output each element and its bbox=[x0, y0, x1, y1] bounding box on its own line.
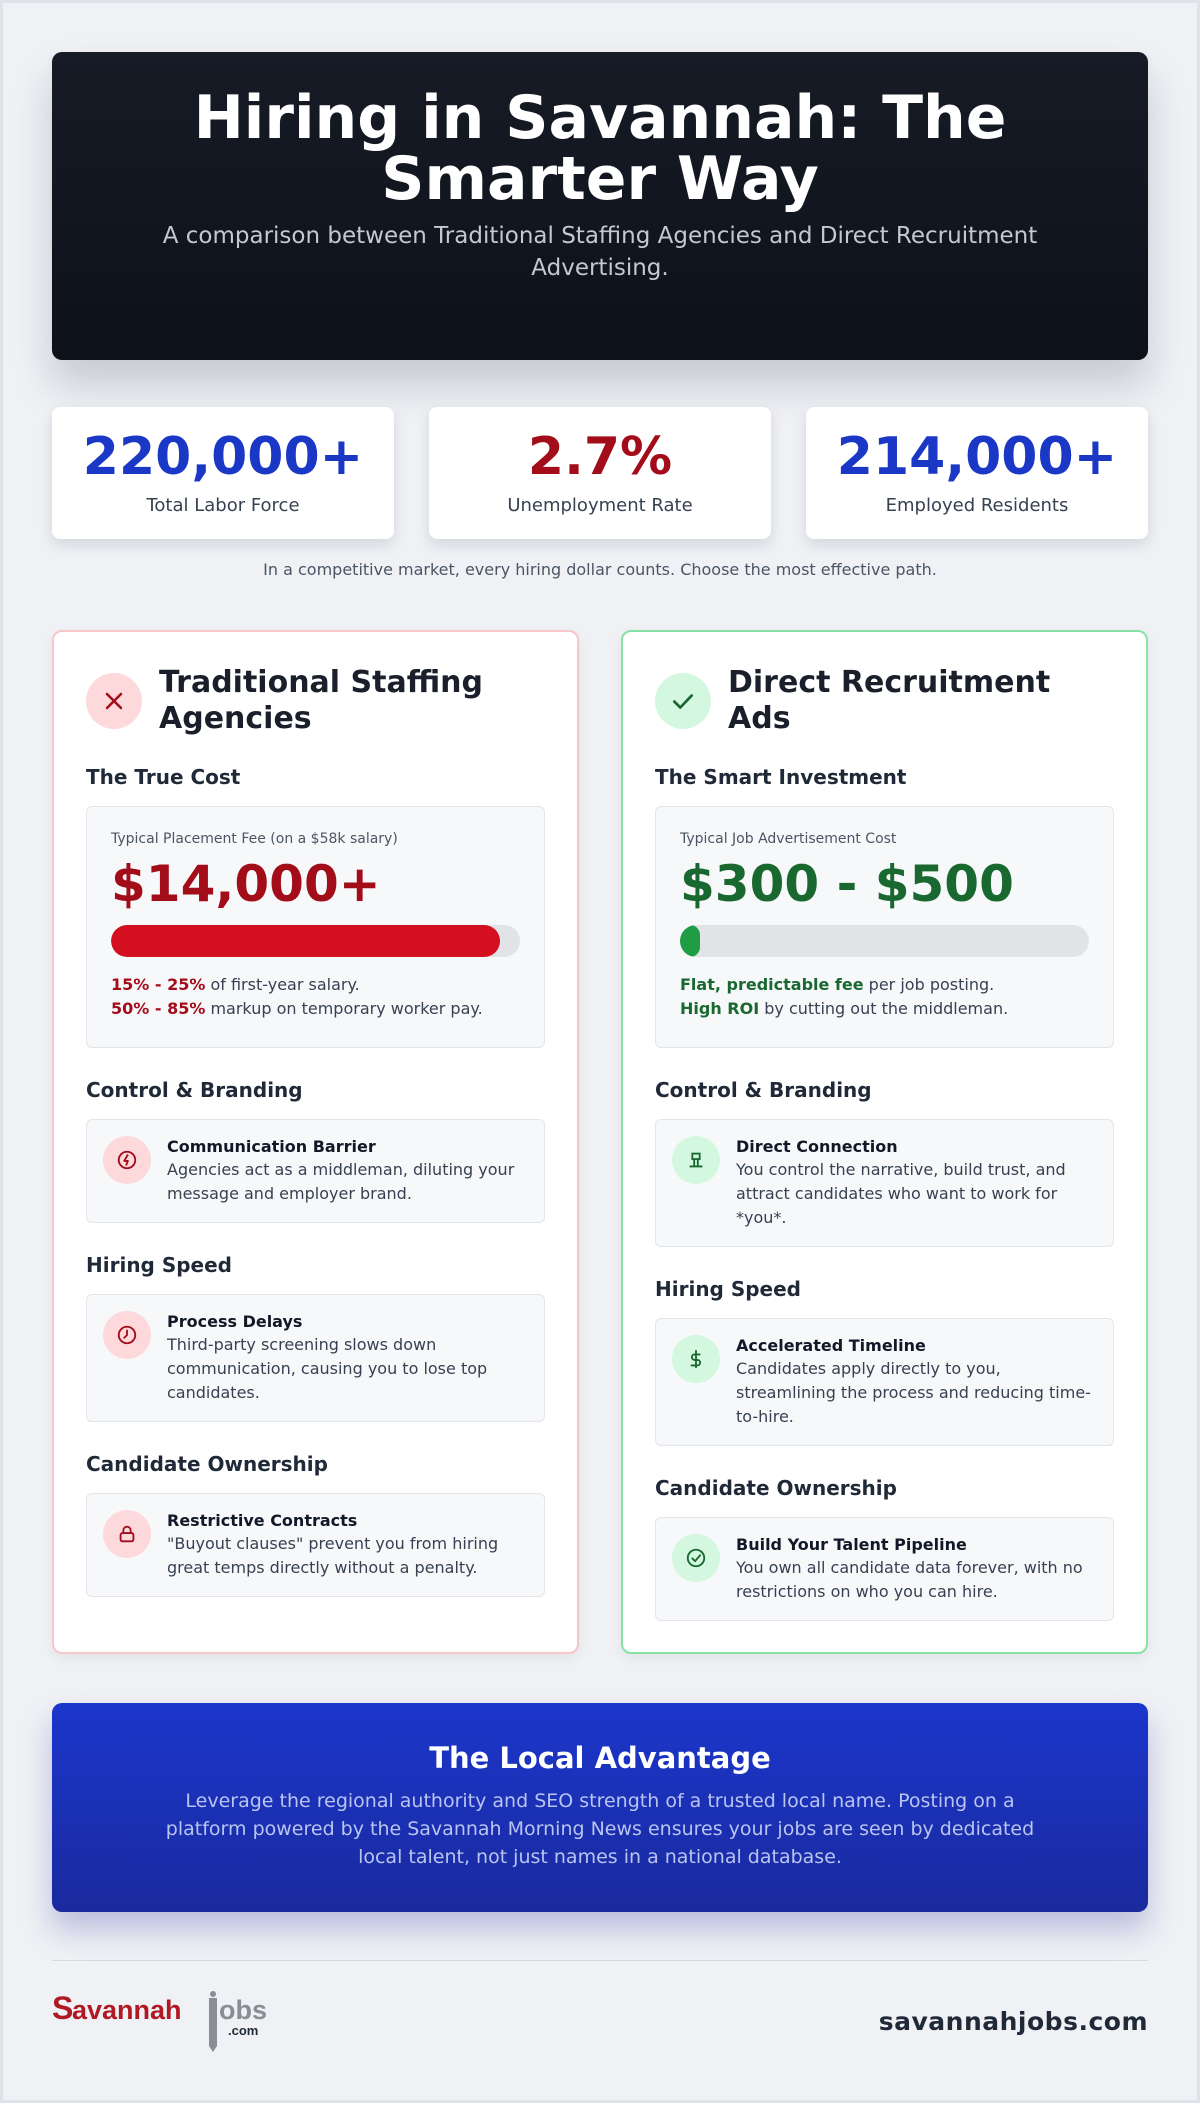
lock-icon bbox=[103, 1510, 151, 1558]
feature-item: Restrictive Contracts "Buyout clauses" p… bbox=[86, 1493, 545, 1597]
cost-text: per job posting. bbox=[863, 975, 995, 994]
svg-text:obs: obs bbox=[219, 1995, 267, 2025]
stat-value: 2.7% bbox=[527, 427, 673, 487]
local-advantage-text: Leverage the regional authority and SEO … bbox=[165, 1790, 1035, 1868]
cost-bar bbox=[111, 925, 520, 957]
footer-site-link[interactable]: savannahjobs.com bbox=[878, 2007, 1148, 2036]
feature-desc: You own all candidate data forever, with… bbox=[736, 1558, 1083, 1601]
section-heading: Candidate Ownership bbox=[655, 1476, 897, 1500]
cost-caption: Typical Placement Fee (on a $58k salary) bbox=[111, 831, 398, 847]
footer-divider bbox=[52, 1960, 1148, 1961]
feature-item: Direct Connection You control the narrat… bbox=[655, 1119, 1114, 1247]
section-heading: Hiring Speed bbox=[86, 1253, 232, 1277]
stats-row: 220,000+ Total Labor Force 2.7% Unemploy… bbox=[52, 407, 1148, 539]
feature-item: Communication Barrier Agencies act as a … bbox=[86, 1119, 545, 1223]
feature-item: Build Your Talent Pipeline You own all c… bbox=[655, 1517, 1114, 1621]
cost-value: $14,000+ bbox=[111, 855, 381, 913]
stat-card-labor-force: 220,000+ Total Labor Force bbox=[52, 407, 394, 539]
stat-label: Employed Residents bbox=[885, 495, 1069, 516]
feature-title: Restrictive Contracts bbox=[167, 1511, 358, 1530]
cost-bar bbox=[680, 925, 1089, 957]
section-heading: The Smart Investment bbox=[655, 765, 907, 789]
page-subtitle: A comparison between Traditional Staffin… bbox=[162, 223, 1038, 281]
feature-title: Accelerated Timeline bbox=[736, 1336, 926, 1355]
svg-text:S: S bbox=[52, 1990, 73, 2026]
svg-text:avannah: avannah bbox=[72, 1995, 182, 2025]
stat-card-employed: 214,000+ Employed Residents bbox=[806, 407, 1148, 539]
check-circle-icon bbox=[672, 1534, 720, 1582]
traditional-agencies-column: Traditional Staffing Agencies The True C… bbox=[52, 630, 579, 1654]
cost-highlight: 15% - 25% bbox=[111, 975, 206, 994]
cost-highlight: 50% - 85% bbox=[111, 999, 206, 1018]
x-icon bbox=[86, 673, 142, 729]
market-note: In a competitive market, every hiring do… bbox=[263, 560, 937, 579]
page-title: Hiring in Savannah: The Smarter Way bbox=[193, 83, 1007, 214]
stat-label: Total Labor Force bbox=[146, 495, 300, 516]
feature-title: Communication Barrier bbox=[167, 1137, 376, 1156]
cost-value: $300 - $500 bbox=[680, 855, 1014, 913]
section-heading: The True Cost bbox=[86, 765, 241, 789]
feature-desc: "Buyout clauses" prevent you from hiring… bbox=[167, 1534, 499, 1577]
stat-value: 214,000+ bbox=[836, 427, 1118, 487]
feature-desc: Third-party screening slows down communi… bbox=[167, 1335, 488, 1402]
column-title: Direct Recruitment Ads bbox=[728, 665, 1051, 736]
cost-highlight: High ROI bbox=[680, 999, 760, 1018]
direct-recruitment-column: Direct Recruitment Ads The Smart Investm… bbox=[621, 630, 1148, 1654]
feature-item: Process Delays Third-party screening slo… bbox=[86, 1294, 545, 1422]
broken-link-icon bbox=[103, 1136, 151, 1184]
feature-title: Process Delays bbox=[167, 1312, 303, 1331]
stat-value: 220,000+ bbox=[82, 427, 364, 487]
cost-text: of first-year salary. bbox=[205, 975, 360, 994]
cost-highlight: Flat, predictable fee bbox=[680, 975, 864, 994]
feature-title: Build Your Talent Pipeline bbox=[736, 1535, 967, 1554]
cost-bar-fill bbox=[680, 925, 701, 957]
cost-box: Typical Placement Fee (on a $58k salary)… bbox=[86, 806, 545, 1048]
stat-card-unemployment: 2.7% Unemployment Rate bbox=[429, 407, 771, 539]
section-heading: Candidate Ownership bbox=[86, 1452, 328, 1476]
stat-label: Unemployment Rate bbox=[507, 495, 693, 516]
section-heading: Control & Branding bbox=[655, 1078, 872, 1102]
check-icon bbox=[655, 673, 711, 729]
section-heading: Hiring Speed bbox=[655, 1277, 801, 1301]
feature-title: Direct Connection bbox=[736, 1137, 898, 1156]
feature-desc: Candidates apply directly to you, stream… bbox=[736, 1359, 1091, 1426]
local-advantage-title: The Local Advantage bbox=[429, 1741, 771, 1775]
clock-icon bbox=[103, 1311, 151, 1359]
cost-bar-fill bbox=[111, 925, 500, 957]
dollar-icon bbox=[672, 1335, 720, 1383]
savannahjobs-logo: S avannah obs .com bbox=[52, 1988, 282, 2058]
feature-item: Accelerated Timeline Candidates apply di… bbox=[655, 1318, 1114, 1446]
section-heading: Control & Branding bbox=[86, 1078, 303, 1102]
local-advantage-banner: The Local Advantage Leverage the regiona… bbox=[52, 1703, 1148, 1912]
feature-desc: You control the narrative, build trust, … bbox=[736, 1160, 1066, 1227]
feature-desc: Agencies act as a middleman, diluting yo… bbox=[167, 1160, 515, 1203]
cost-text: by cutting out the middleman. bbox=[759, 999, 1009, 1018]
column-title: Traditional Staffing Agencies bbox=[159, 665, 484, 736]
svg-text:.com: .com bbox=[228, 2023, 258, 2038]
cost-caption: Typical Job Advertisement Cost bbox=[680, 831, 897, 847]
cost-text: markup on temporary worker pay. bbox=[205, 999, 483, 1018]
podium-icon bbox=[672, 1136, 720, 1184]
cost-box: Typical Job Advertisement Cost $300 - $5… bbox=[655, 806, 1114, 1048]
hero-banner: Hiring in Savannah: The Smarter Way A co… bbox=[52, 52, 1148, 360]
